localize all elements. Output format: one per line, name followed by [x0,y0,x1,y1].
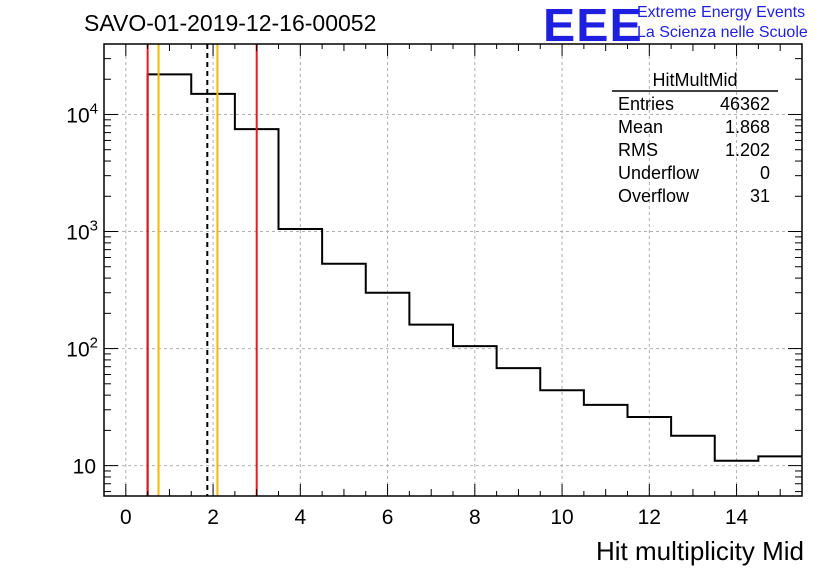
stats-label: Mean [618,117,663,137]
x-tick-label: 2 [207,506,219,529]
stats-label: Underflow [618,163,700,183]
stats-label: Entries [618,94,674,114]
logo-tagline-1: Extreme Energy Events [637,4,806,21]
y-tick-label: 10 [73,456,96,479]
stats-value: 46362 [720,94,770,114]
x-tick-label: 14 [725,506,749,529]
histogram-bin [584,405,628,496]
stats-label: Overflow [618,186,690,206]
histogram-bin [540,390,584,496]
stats-value: 0 [760,163,770,183]
x-tick-label: 12 [638,506,661,529]
y-tick-label: 104 [66,100,98,127]
histogram-bin [453,346,497,496]
histogram-bin [497,368,541,496]
x-tick-label: 10 [550,506,573,529]
y-tick-label: 102 [66,335,98,362]
histogram-bin [671,436,715,496]
y-tick-label: 103 [66,218,98,245]
x-tick-label: 0 [120,506,132,529]
chart-title: SAVO-01-2019-12-16-00052 [84,10,377,36]
stats-value: 1.868 [725,117,770,137]
stats-value: 1.202 [725,140,770,160]
logo-tagline-2: La Scienza nelle Scuole [637,24,808,41]
x-tick-label: 8 [469,506,481,529]
histogram-bin [409,325,453,496]
x-tick-label: 4 [294,506,306,529]
histogram-bin [279,229,323,496]
x-tick-label: 6 [382,506,394,529]
eee-logo: EEE [543,0,643,51]
histogram-bin [191,94,235,496]
histogram-outline [146,73,802,496]
histogram-bin [366,293,410,496]
stats-value: 31 [750,186,770,206]
histogram-bin [322,264,366,496]
x-axis-label: Hit multiplicity Mid [595,536,804,566]
stats-box: HitMultMid Entries 46362 Mean 1.868 RMS 1.202 U… [612,70,778,206]
stats-title: HitMultMid [652,70,737,90]
stats-label: RMS [618,140,658,160]
histogram-bin [148,74,192,496]
